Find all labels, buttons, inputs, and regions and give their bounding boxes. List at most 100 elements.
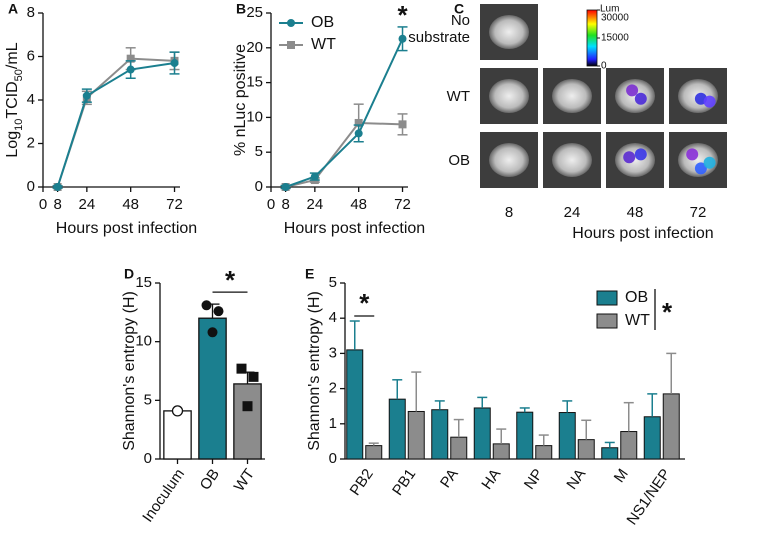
x-tick-label: 8 xyxy=(53,196,61,213)
column-label: 72 xyxy=(690,204,707,221)
image-subject xyxy=(615,143,655,177)
x-tick-label: 72 xyxy=(166,196,183,213)
bar xyxy=(388,398,406,460)
error-bar xyxy=(434,400,445,410)
point xyxy=(398,34,407,43)
bar xyxy=(431,409,449,460)
y-tick-label: 2 xyxy=(329,380,337,397)
y-tick-label: 25 xyxy=(246,4,263,21)
y-tick-label: 1 xyxy=(329,415,337,432)
error-bar xyxy=(453,418,464,438)
image-subject xyxy=(615,79,655,113)
signal-spot xyxy=(623,151,636,164)
legend-marker xyxy=(287,19,295,27)
colorbar-tick-label: 15000 xyxy=(601,33,629,44)
y-tick-label: 5 xyxy=(144,391,152,408)
row-label: No substrate xyxy=(408,12,470,46)
significance: * xyxy=(662,297,673,327)
error-bar xyxy=(519,407,530,413)
image-subject xyxy=(552,143,592,177)
x-tick-label: 72 xyxy=(394,196,411,213)
x-tick-label: OB xyxy=(197,466,223,494)
colorbar-tick-label: 30000 xyxy=(601,13,629,24)
bar xyxy=(577,439,595,460)
error-bar xyxy=(496,428,507,444)
y-axis-label: Shannon's entropy (H) xyxy=(121,291,138,451)
signal-spot xyxy=(634,148,647,161)
y-tick-label: 0 xyxy=(27,178,35,195)
bar xyxy=(233,383,262,460)
x-tick-label: M xyxy=(611,466,632,486)
point xyxy=(201,300,212,311)
point xyxy=(213,306,224,317)
x-tick-label: PB2 xyxy=(347,466,377,499)
bar xyxy=(407,410,425,460)
bar xyxy=(516,411,534,460)
y-axis-label: Log10TCID50/mL xyxy=(4,42,25,157)
bar xyxy=(473,407,491,460)
y-tick-label: 0 xyxy=(329,450,337,467)
signal-spot xyxy=(686,148,699,161)
point xyxy=(310,172,319,181)
error-bar xyxy=(411,371,422,412)
x-tick-label: NA xyxy=(563,466,589,493)
point xyxy=(236,363,247,374)
panel-label: A xyxy=(8,1,18,17)
point xyxy=(82,91,91,100)
signal-spot xyxy=(694,162,707,175)
column-label: 48 xyxy=(627,204,644,221)
point xyxy=(207,327,218,338)
error-bar xyxy=(623,401,634,432)
panel-label: E xyxy=(305,266,314,282)
y-tick-label: 20 xyxy=(246,39,263,56)
point xyxy=(126,54,135,63)
error-bar xyxy=(477,396,488,408)
panel-label: B xyxy=(236,1,246,17)
y-axis-label-part: /mL xyxy=(4,42,21,69)
y-axis-label-part: 50 xyxy=(13,69,25,81)
signal-spot xyxy=(703,156,716,169)
bar xyxy=(601,447,619,460)
y-axis-label-part: TCID xyxy=(4,81,21,118)
image-subject xyxy=(489,143,529,177)
x-axis-label: Hours post infection xyxy=(284,220,425,237)
row-label: WT xyxy=(446,88,470,105)
x-tick-label: NP xyxy=(521,466,547,493)
bar xyxy=(365,445,383,460)
error-bar xyxy=(666,352,677,394)
line xyxy=(285,38,404,188)
x-tick-label: 8 xyxy=(281,196,289,213)
error-bar xyxy=(368,442,379,446)
point xyxy=(354,129,363,138)
bar xyxy=(535,445,553,460)
point xyxy=(170,59,179,68)
point xyxy=(354,118,363,127)
error-bar xyxy=(392,379,403,400)
legend-label: OB xyxy=(311,14,334,31)
point xyxy=(242,401,253,412)
y-tick-label: 3 xyxy=(329,344,337,361)
y-tick-label: 10 xyxy=(246,108,263,125)
signal-spot xyxy=(634,92,647,105)
y-tick-label: 0 xyxy=(255,178,263,195)
y-axis-label-part: 10 xyxy=(13,119,25,131)
error-bar xyxy=(538,434,549,446)
x-tick-label: PB1 xyxy=(389,466,419,499)
y-tick-label: 4 xyxy=(27,91,35,108)
point xyxy=(398,120,407,129)
x-tick-label: 24 xyxy=(306,196,323,213)
y-tick-label: 10 xyxy=(135,333,152,350)
y-axis-label: % nLuc positive xyxy=(232,44,249,156)
y-tick-label: 15 xyxy=(135,274,152,291)
significance: * xyxy=(359,288,370,318)
x-tick-label: WT xyxy=(231,466,258,495)
x-tick-label: Inoculum xyxy=(139,466,188,526)
image-subject xyxy=(489,15,529,49)
x-tick-label: 48 xyxy=(122,196,139,213)
y-tick-label: 15 xyxy=(246,74,263,91)
point xyxy=(171,405,184,417)
bar xyxy=(558,412,576,460)
bar xyxy=(643,416,661,460)
legend-label: OB xyxy=(625,289,648,306)
